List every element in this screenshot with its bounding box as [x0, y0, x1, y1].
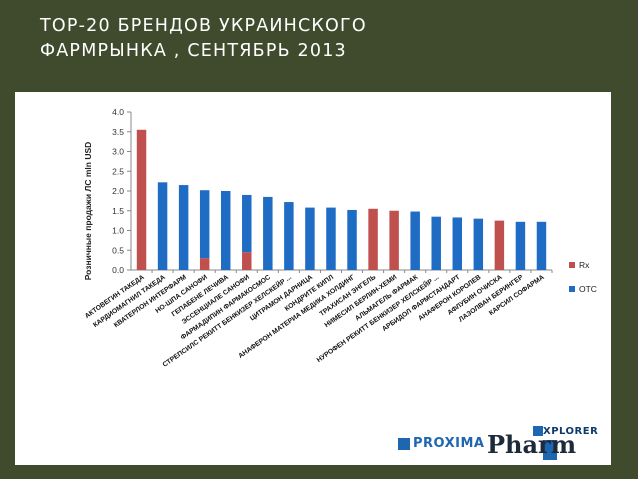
bar-otc — [263, 196, 273, 270]
bar-otc — [199, 190, 210, 259]
y-tick-label: 3.0 — [112, 147, 124, 157]
chart-area: 0.0 0.5 1.0 1.5 2.0 2.5 3.0 3.5 4.0 Розничные про… — [15, 92, 611, 465]
title-line-2: ФАРМРЫНКА , СЕНТЯБРЬ 2013 — [40, 41, 347, 61]
legend-label-otc: OTC — [579, 284, 597, 294]
y-tick-label: 0.0 — [112, 265, 124, 275]
bar-chart: 0.0 0.5 1.0 1.5 2.0 2.5 3.0 3.5 4.0 Розничные про… — [83, 107, 597, 369]
bar-rx — [494, 220, 505, 270]
y-tick-label: 2.5 — [112, 166, 124, 176]
y-tick-label: 3.5 — [112, 127, 124, 137]
bar-otc — [452, 217, 463, 270]
bar-otc — [326, 207, 336, 270]
bar-otc — [157, 182, 168, 270]
bar-otc — [431, 216, 441, 270]
xplorer-logo-text: XPLORER — [543, 426, 599, 437]
bar-rx — [368, 208, 378, 270]
y-tick-label: 0.5 — [112, 245, 124, 255]
bar-rx — [199, 258, 210, 270]
bar-otc — [178, 185, 189, 270]
bar-rx — [242, 252, 252, 270]
bar-rx — [136, 129, 147, 270]
slide-title: ТОР-20 БРЕНДОВ УКРАИНСКОГО ФАРМРЫНКА , С… — [40, 14, 480, 64]
pharm-mark-icon — [543, 440, 557, 460]
left-border — [0, 0, 15, 479]
bar-otc — [220, 191, 231, 270]
y-tick-label: 2.0 — [112, 186, 124, 196]
bar-otc — [284, 202, 294, 270]
y-tick-label: 1.5 — [112, 206, 124, 216]
bar-otc — [473, 218, 484, 270]
proxima-logo-text: PROXIMA — [413, 436, 485, 451]
legend-label-rx: Rx — [579, 260, 590, 270]
proxima-logo: PROXIMA — [398, 436, 484, 451]
title-line-1: ТОР-20 БРЕНДОВ УКРАИНСКОГО — [40, 16, 367, 36]
legend-swatch-otc — [569, 286, 575, 292]
bar-otc — [515, 221, 526, 270]
bar-otc — [305, 207, 315, 270]
bar-otc — [242, 194, 252, 253]
header-band — [0, 0, 638, 92]
y-tick-label: 1.0 — [112, 226, 124, 236]
bar-otc — [410, 211, 420, 270]
bar-rx — [389, 210, 399, 270]
pharm-logo-text: Pharm — [487, 430, 577, 459]
proxima-mark-icon — [398, 437, 410, 450]
legend-swatch-rx — [569, 262, 575, 268]
y-tick-label: 4.0 — [112, 107, 124, 117]
bottom-border — [0, 465, 638, 479]
bar-otc — [347, 209, 357, 270]
bar-otc — [536, 221, 547, 270]
y-axis-title: Розничные продажи ЛС mln USD — [83, 142, 93, 281]
xplorer-mark-icon — [533, 426, 543, 436]
